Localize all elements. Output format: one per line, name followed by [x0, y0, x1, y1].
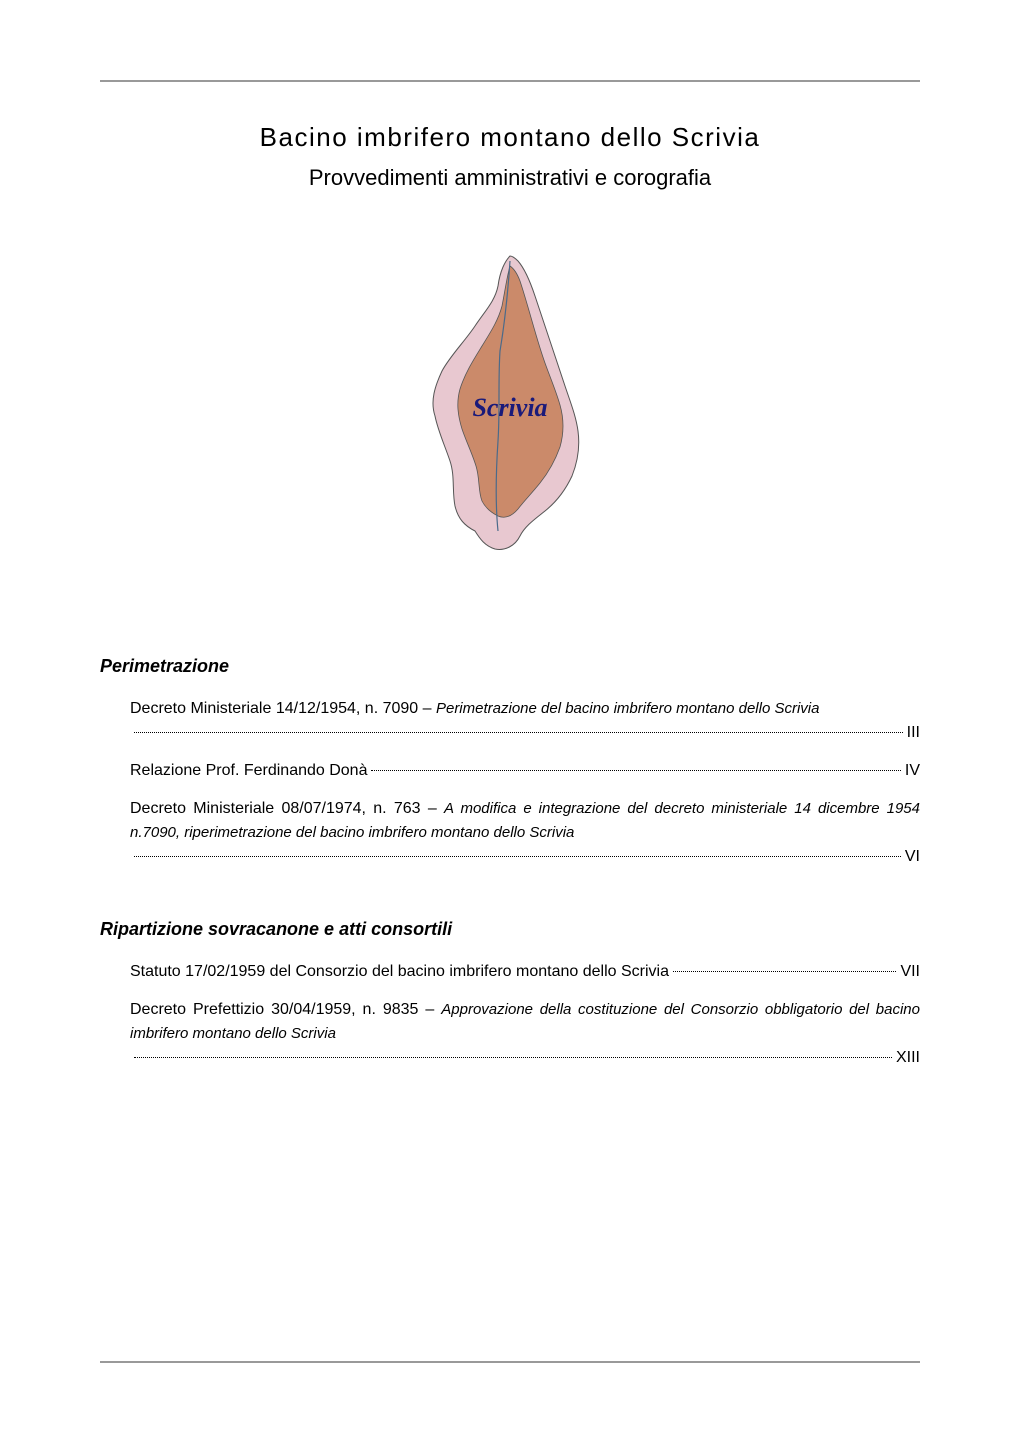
toc-label: Decreto Ministeriale 08/07/1974, n. 763 …	[130, 800, 444, 817]
toc-label: Decreto Ministeriale 14/12/1954, n. 7090…	[130, 700, 436, 717]
toc-dots	[371, 770, 900, 771]
toc-label: Decreto Prefettizio 30/04/1959, n. 9835 …	[130, 1001, 441, 1018]
section-heading: Ripartizione sovracanone e atti consorti…	[100, 919, 920, 940]
toc-dots	[134, 1057, 892, 1058]
toc-dots	[134, 732, 903, 733]
toc-item: Decreto Prefettizio 30/04/1959, n. 9835 …	[130, 998, 920, 1070]
toc-page: VI	[905, 845, 920, 869]
toc-dots	[134, 856, 901, 857]
toc-label: Relazione Prof. Ferdinando Donà	[130, 759, 367, 783]
subtitle: Provvedimenti amministrativi e corografi…	[100, 165, 920, 191]
map-label: Scrivia	[472, 393, 547, 422]
bottom-divider	[100, 1361, 920, 1363]
section-perimetrazione: Perimetrazione Decreto Ministeriale 14/1…	[100, 656, 920, 869]
toc-dots	[673, 971, 896, 972]
toc-label: Statuto 17/02/1959 del Consorzio del bac…	[130, 960, 669, 984]
toc-page: IV	[905, 759, 920, 783]
toc-item: Statuto 17/02/1959 del Consorzio del bac…	[130, 960, 920, 984]
toc-page: VII	[900, 960, 920, 984]
toc-item: Relazione Prof. Ferdinando Donà IV	[130, 759, 920, 783]
top-divider	[100, 80, 920, 82]
section-ripartizione: Ripartizione sovracanone e atti consorti…	[100, 919, 920, 1070]
map-container: Scrivia	[100, 241, 920, 566]
toc-desc: Perimetrazione del bacino imbrifero mont…	[436, 700, 820, 717]
toc-item: Decreto Ministeriale 14/12/1954, n. 7090…	[130, 697, 920, 745]
toc-list: Decreto Ministeriale 14/12/1954, n. 7090…	[100, 697, 920, 869]
document-page: Bacino imbrifero montano dello Scrivia P…	[0, 0, 1020, 1443]
toc-item: Decreto Ministeriale 08/07/1974, n. 763 …	[130, 797, 920, 869]
main-title: Bacino imbrifero montano dello Scrivia	[100, 122, 920, 153]
toc-list: Statuto 17/02/1959 del Consorzio del bac…	[100, 960, 920, 1070]
scrivia-map: Scrivia	[380, 241, 640, 561]
section-heading: Perimetrazione	[100, 656, 920, 677]
toc-page: III	[907, 721, 920, 745]
map-svg: Scrivia	[380, 241, 640, 561]
toc-page: XIII	[896, 1046, 920, 1070]
